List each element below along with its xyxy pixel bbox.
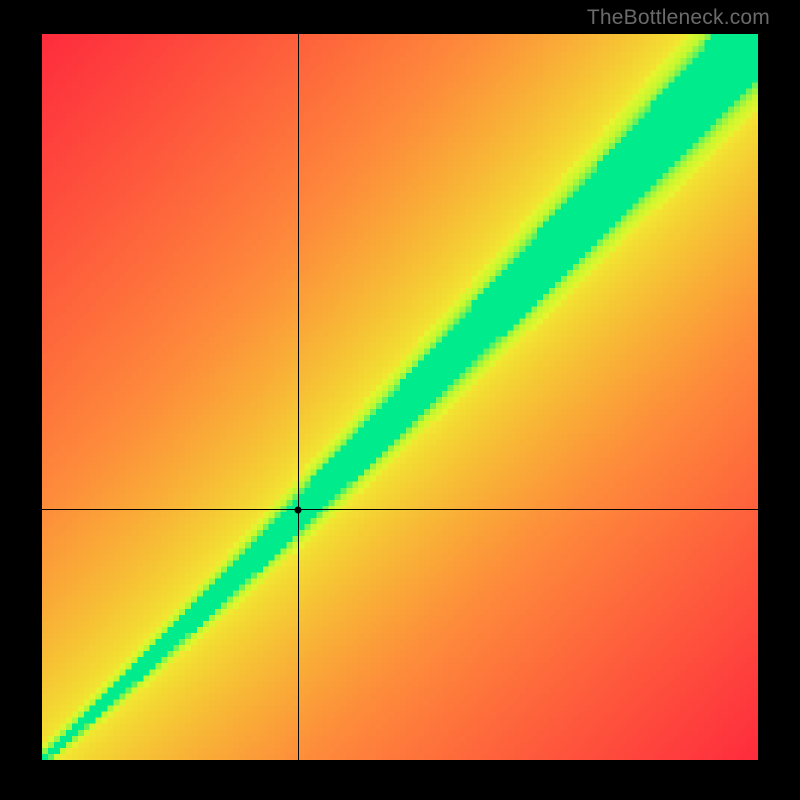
- crosshair-marker: [295, 506, 302, 513]
- crosshair-vertical: [298, 34, 299, 760]
- watermark-text: TheBottleneck.com: [587, 6, 770, 30]
- heatmap-plot: [42, 34, 758, 760]
- crosshair-horizontal: [42, 509, 758, 510]
- heatmap-canvas: [42, 34, 758, 760]
